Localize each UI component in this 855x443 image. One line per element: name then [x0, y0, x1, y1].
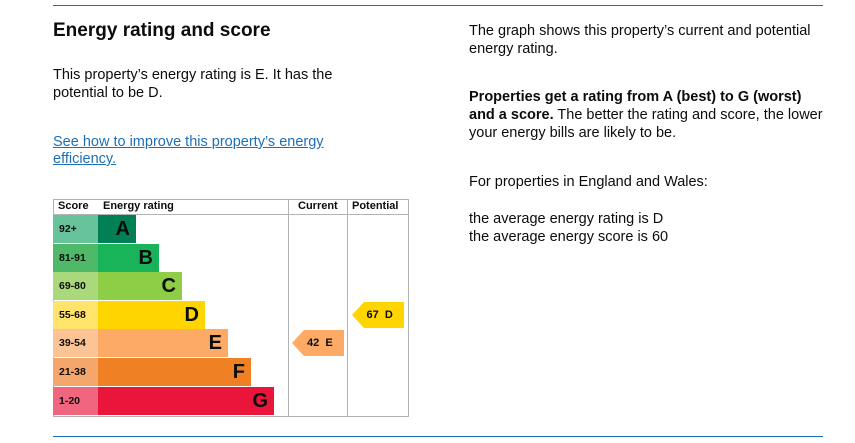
rating-scale-rest: The better the rating and score, the low… [469, 107, 823, 141]
band-bar: G [98, 386, 274, 415]
rating-band-d: 55-68 D [53, 300, 205, 329]
band-letter: C [161, 275, 176, 298]
band-bar: A [98, 215, 136, 243]
potential-column-header: Potential [352, 200, 399, 212]
rating-band-e: 39-54 E [53, 329, 228, 358]
current-marker-arrow [292, 330, 344, 357]
potential-marker-label: 67 D [366, 308, 393, 321]
average-score-text: the average energy score is 60 [469, 229, 669, 245]
band-score-range: 92+ [53, 215, 98, 243]
rating-scale-text: Properties get a rating from A (best) to… [469, 88, 829, 142]
rating-band-g: 1-20 G [53, 386, 274, 415]
band-bar: D [98, 300, 205, 329]
current-marker-label: 42 E [307, 337, 333, 350]
region-text: For properties in England and Wales: [469, 174, 708, 190]
band-letter: F [232, 361, 245, 383]
graph-intro-text: The graph shows this property’s current … [469, 23, 811, 57]
band-score-range: 69-80 [53, 272, 98, 301]
band-bar: B [98, 243, 159, 272]
rating-description: This property’s energy rating is E. It h… [53, 67, 333, 101]
band-letter: B [138, 246, 153, 269]
average-rating-text: the average energy rating is D [469, 211, 664, 227]
rating-band-f: 21-38 F [53, 358, 251, 386]
section-heading: Energy rating and score [53, 20, 271, 41]
potential-marker-shape [351, 301, 404, 328]
improve-efficiency-link[interactable]: See how to improve this property’s energ… [53, 134, 324, 167]
band-bar: E [98, 329, 228, 358]
bottom-divider [53, 436, 823, 437]
energy-rating-chart: Score Energy rating Current Potential 92… [53, 199, 409, 417]
band-score-range: 81-91 [53, 243, 98, 272]
band-letter: G [252, 389, 268, 412]
potential-column-divider [347, 199, 348, 416]
header-divider [53, 214, 408, 215]
band-bar: C [98, 272, 182, 301]
rating-column-header: Energy rating [103, 200, 174, 212]
rating-scale-bold: Properties get a rating from A (best) to… [469, 89, 802, 123]
band-score-range: 1-20 [53, 386, 98, 415]
current-rating-marker: 42 E [292, 330, 344, 357]
potential-rating-marker: 67 D [351, 301, 404, 328]
band-score-range: 21-38 [53, 358, 98, 386]
rating-band-b: 81-91 B [53, 243, 159, 272]
current-marker-shape [292, 330, 344, 357]
band-letter: D [184, 303, 199, 326]
top-divider [53, 5, 823, 6]
band-bar: F [98, 358, 251, 386]
band-letter: E [208, 332, 222, 355]
score-column-header: Score [58, 200, 89, 212]
rating-band-a: 92+ A [53, 215, 136, 243]
band-letter: A [115, 218, 130, 240]
rating-band-c: 69-80 C [53, 272, 182, 301]
potential-marker-arrow [351, 301, 404, 328]
current-column-divider [288, 199, 289, 416]
band-score-range: 39-54 [53, 329, 98, 358]
band-score-range: 55-68 [53, 300, 98, 329]
current-column-header: Current [298, 200, 338, 212]
